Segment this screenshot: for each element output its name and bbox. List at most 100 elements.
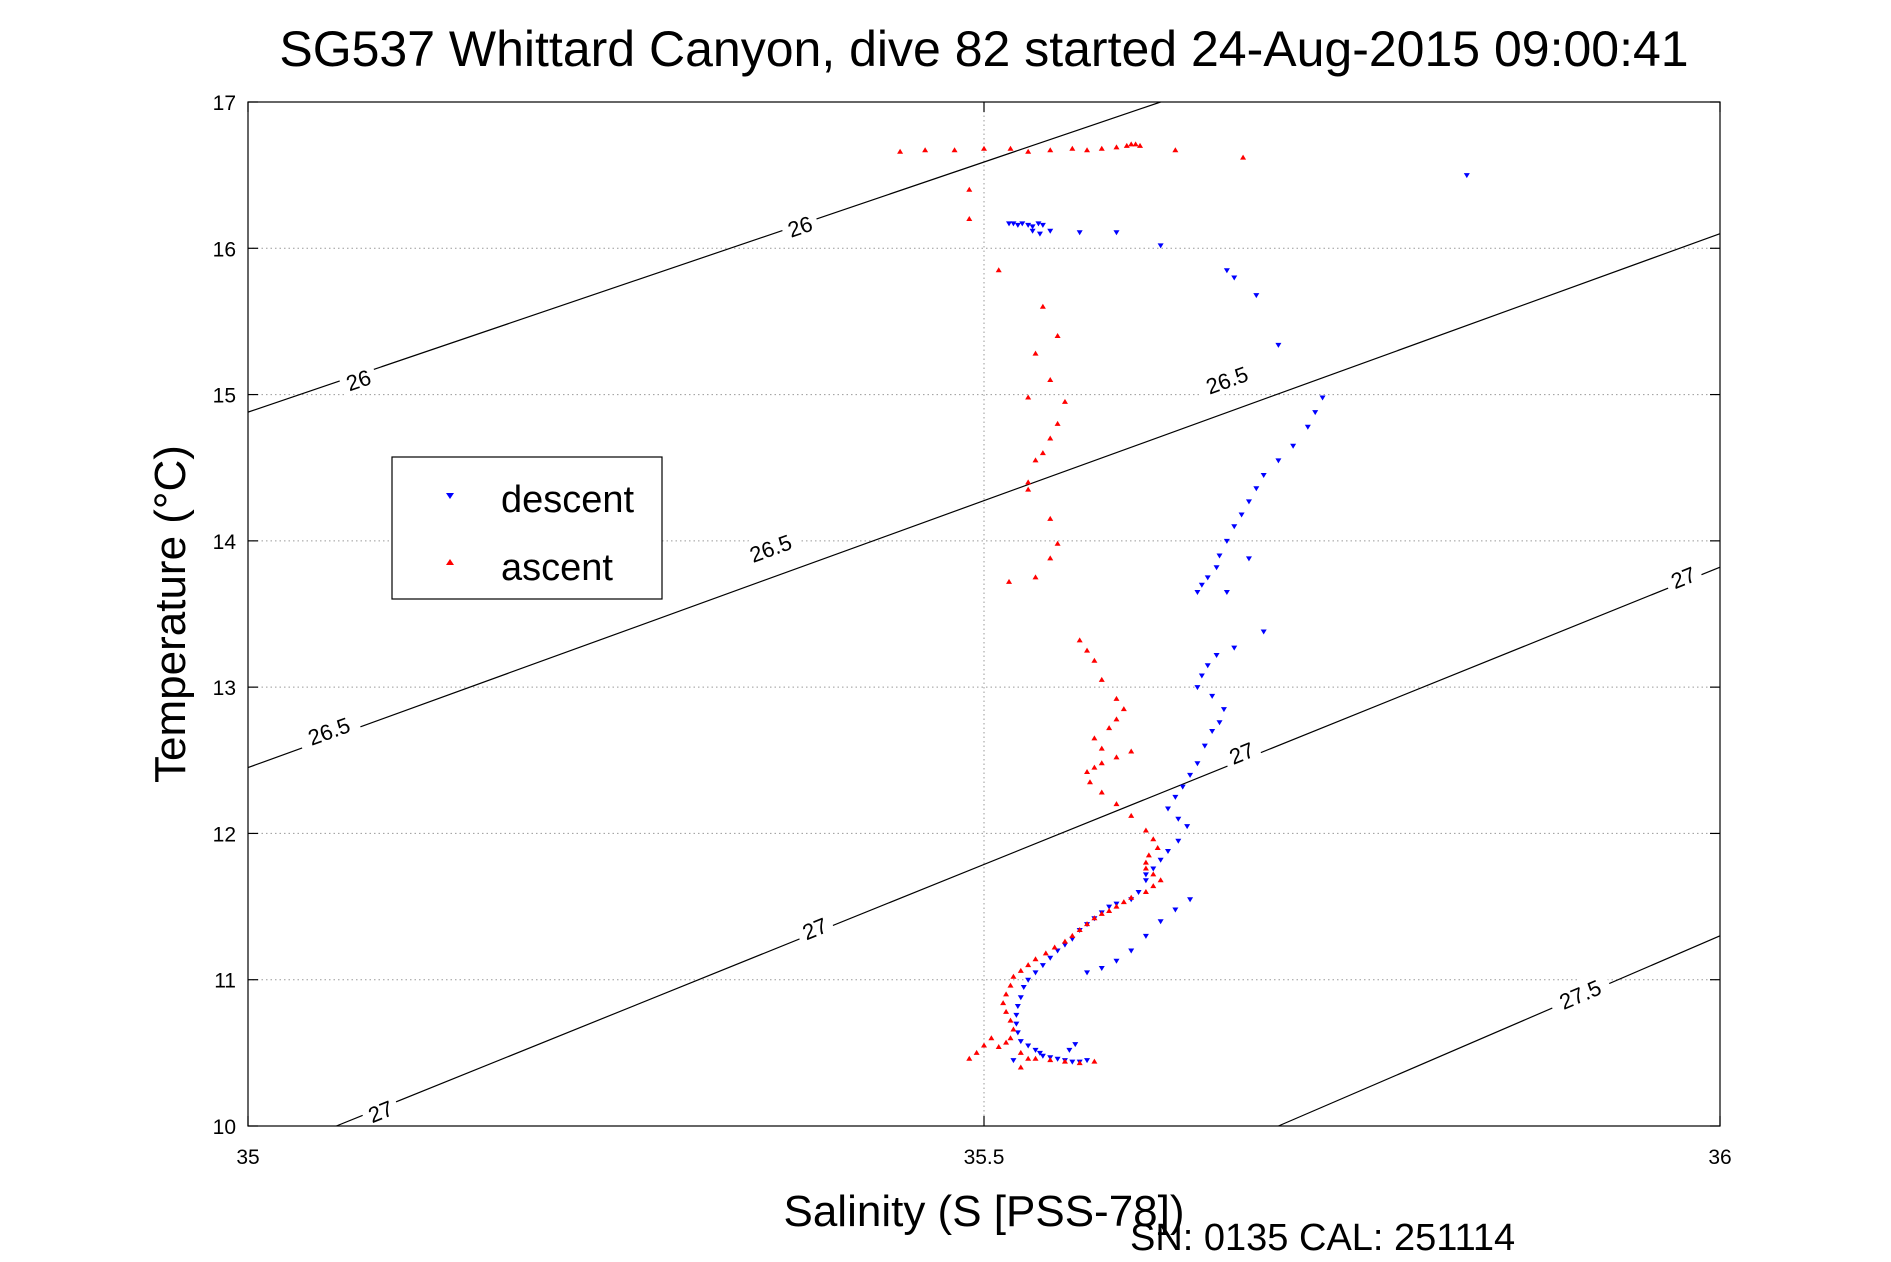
ascent-point [988, 1035, 995, 1041]
ascent-point [1032, 457, 1039, 463]
footer-serial: SN: 0135 CAL: 251114 [1130, 1217, 1515, 1259]
contour-label-mask [778, 207, 821, 244]
legend-box [391, 456, 663, 600]
ascent-point [1061, 1058, 1068, 1064]
contour-label-mask [336, 360, 380, 398]
descent-point [1198, 673, 1205, 679]
ascent-point [1086, 779, 1093, 785]
ascent-point [1137, 142, 1144, 148]
density-contour-26 [247, 101, 1161, 413]
ascent-point [1132, 141, 1139, 147]
ascent-point [1069, 145, 1076, 151]
descent-point [1025, 977, 1032, 983]
contour-label-mask [792, 908, 836, 947]
descent-point [1010, 1058, 1017, 1064]
descent-point [1216, 553, 1223, 559]
ascent-point [951, 147, 958, 153]
ascent-point [1123, 142, 1130, 148]
ascent-point [966, 1055, 973, 1061]
descent-point [1014, 1030, 1021, 1036]
ascent-point [1150, 871, 1157, 877]
ascent-point [1106, 907, 1113, 913]
ascent-point [1098, 760, 1105, 766]
y-tick-label: 10 [213, 1116, 236, 1139]
ascent-point [1000, 1000, 1007, 1006]
ascent-point [1039, 450, 1046, 456]
ascent-point [1240, 154, 1247, 160]
descent-point [1098, 966, 1105, 972]
ascent-point [1003, 991, 1010, 997]
descent-point [1194, 761, 1201, 767]
descent-point [1184, 824, 1191, 830]
descent-point [1172, 794, 1179, 800]
descent-point [1165, 848, 1171, 854]
density-contour-26.5 [247, 233, 1721, 769]
descent-point [1020, 985, 1027, 991]
descent-point [1113, 230, 1120, 236]
ascent-point [1032, 350, 1039, 356]
descent-point [1066, 1047, 1073, 1053]
x-axis-label: Salinity (S [PSS-78]) [783, 1187, 1184, 1236]
descent-point [1019, 221, 1026, 227]
ascent-point [1032, 1055, 1039, 1061]
ascent-point [1032, 956, 1039, 962]
x-tick-label: 35.5 [964, 1146, 1005, 1169]
ascent-point [1091, 1058, 1098, 1064]
contour-label: 26.5 [305, 712, 354, 750]
ascent-point [897, 148, 904, 154]
ascent-point [1106, 725, 1113, 731]
legend-ascent-marker [446, 559, 454, 565]
descent-point [1128, 948, 1135, 954]
ascent-point [1084, 647, 1091, 653]
descent-point [1304, 424, 1311, 430]
ascent-point [1054, 333, 1061, 339]
descent-point [1013, 1012, 1020, 1018]
ascent-point [1007, 1017, 1014, 1023]
ascent-point [1142, 827, 1149, 833]
y-tick-label: 13 [213, 677, 236, 700]
ascent-point [1025, 148, 1032, 154]
descent-point [1069, 936, 1076, 942]
ascent-point [1091, 915, 1098, 921]
descent-point [1238, 512, 1245, 518]
x-tick-label: 35 [236, 1146, 259, 1169]
descent-point [1061, 942, 1068, 948]
ascent-point [922, 147, 929, 153]
descent-point [1084, 1058, 1091, 1064]
ascent-point [1007, 1035, 1014, 1041]
ascent-point [1098, 745, 1105, 751]
descent-point [1275, 342, 1282, 348]
descent-point [1035, 221, 1042, 227]
y-tick-label: 12 [213, 823, 236, 846]
descent-point [1029, 228, 1036, 234]
y-tick-label: 15 [213, 385, 236, 408]
y-tick-label: 14 [213, 531, 237, 554]
descent-point [1231, 275, 1238, 281]
ascent-point [1047, 435, 1054, 441]
descent-point [1084, 970, 1091, 976]
contour-label-mask [736, 524, 804, 571]
ascent-point [1084, 921, 1091, 927]
descent-point [1209, 693, 1216, 699]
ascent-point [1010, 973, 1017, 979]
descent-point [1204, 575, 1211, 581]
ascent-point [1098, 145, 1105, 151]
ascent-point [1025, 394, 1032, 400]
ascent-point [1017, 967, 1024, 973]
descent-point [1142, 878, 1149, 884]
ascent-point [1003, 1039, 1010, 1045]
ascent-point [1128, 748, 1135, 754]
ascent-point [1061, 398, 1068, 404]
y-tick-label: 16 [213, 238, 236, 261]
descent-point [1175, 816, 1182, 822]
ascent-point [1150, 836, 1157, 842]
descent-point [1054, 1056, 1061, 1062]
ascent-point [1054, 540, 1061, 546]
descent-point [1187, 772, 1194, 778]
descent-point [1029, 224, 1036, 230]
descent-point [1157, 857, 1164, 863]
ascent-point [1084, 768, 1091, 774]
legend-ascent-label: ascent [501, 547, 613, 589]
ascent-point [995, 1044, 1002, 1050]
descent-point [1319, 395, 1326, 401]
